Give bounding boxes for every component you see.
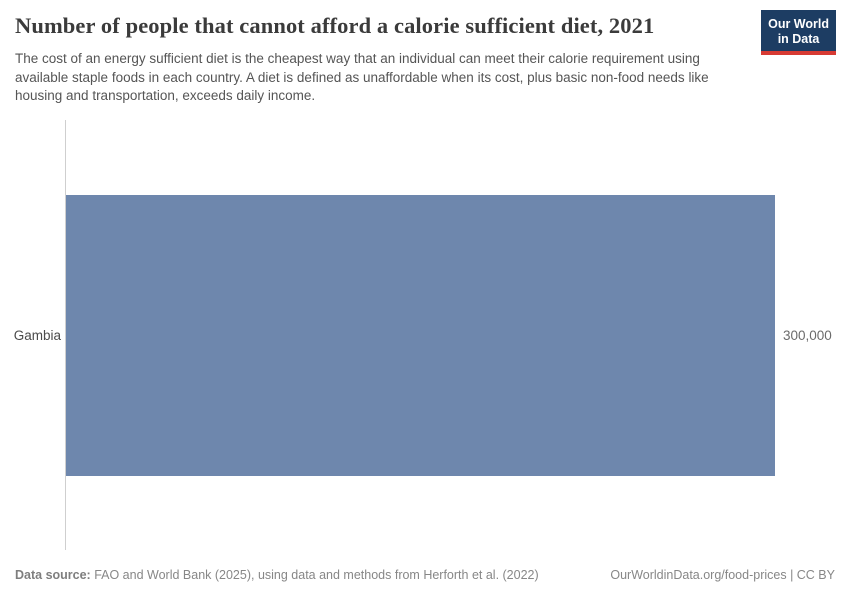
value-label-gambia: 300,000 bbox=[783, 328, 832, 343]
owid-logo-line1: Our World bbox=[768, 17, 829, 31]
data-source-text: FAO and World Bank (2025), using data an… bbox=[90, 568, 539, 582]
owid-logo[interactable]: Our World in Data bbox=[761, 10, 836, 55]
owid-logo-line2: in Data bbox=[777, 31, 820, 46]
bar-gambia[interactable] bbox=[66, 195, 775, 476]
data-source-note: Data source: FAO and World Bank (2025), … bbox=[15, 568, 539, 582]
chart-title: Number of people that cannot afford a ca… bbox=[15, 13, 655, 38]
y-axis-line bbox=[65, 120, 66, 550]
chart-subtitle: The cost of an energy sufficient diet is… bbox=[15, 51, 709, 103]
entity-label-gambia: Gambia bbox=[13, 328, 61, 343]
chart-footer: Data source: FAO and World Bank (2025), … bbox=[0, 568, 850, 582]
owid-url-license[interactable]: OurWorldinData.org/food-prices | CC BY bbox=[610, 568, 835, 582]
data-source-label: Data source: bbox=[15, 568, 91, 582]
